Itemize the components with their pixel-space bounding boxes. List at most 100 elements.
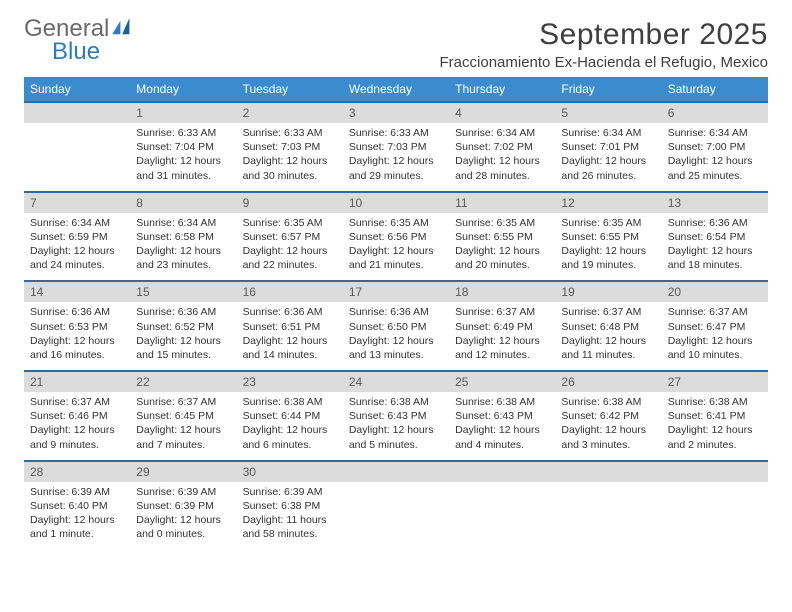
day-cell [662, 482, 768, 550]
daylight-text: Daylight: 12 hours [455, 334, 549, 348]
daylight-text: Daylight: 12 hours [561, 334, 655, 348]
sunset-text: Sunset: 7:01 PM [561, 140, 655, 154]
day-cell: Sunrise: 6:36 AMSunset: 6:53 PMDaylight:… [24, 302, 130, 370]
sunrise-text: Sunrise: 6:35 AM [455, 216, 549, 230]
sunset-text: Sunset: 6:43 PM [349, 409, 443, 423]
sunrise-text: Sunrise: 6:35 AM [243, 216, 337, 230]
daylight-text-2: and 24 minutes. [30, 258, 124, 272]
day-cell: Sunrise: 6:38 AMSunset: 6:41 PMDaylight:… [662, 392, 768, 460]
day-number: 4 [449, 101, 555, 123]
daylight-text: Daylight: 12 hours [136, 334, 230, 348]
daylight-text-2: and 2 minutes. [668, 438, 762, 452]
daylight-text: Daylight: 12 hours [30, 513, 124, 527]
day-cell: Sunrise: 6:35 AMSunset: 6:55 PMDaylight:… [555, 213, 661, 281]
day-header: Thursday [449, 77, 555, 101]
day-cell: Sunrise: 6:36 AMSunset: 6:54 PMDaylight:… [662, 213, 768, 281]
daylight-text-2: and 19 minutes. [561, 258, 655, 272]
sunrise-text: Sunrise: 6:37 AM [561, 305, 655, 319]
day-cell: Sunrise: 6:37 AMSunset: 6:49 PMDaylight:… [449, 302, 555, 370]
day-number: 19 [555, 280, 661, 302]
day-cell: Sunrise: 6:33 AMSunset: 7:04 PMDaylight:… [130, 123, 236, 191]
sunrise-text: Sunrise: 6:37 AM [136, 395, 230, 409]
sunset-text: Sunset: 6:52 PM [136, 320, 230, 334]
sunrise-text: Sunrise: 6:34 AM [455, 126, 549, 140]
daylight-text-2: and 26 minutes. [561, 169, 655, 183]
sunrise-text: Sunrise: 6:36 AM [136, 305, 230, 319]
sunset-text: Sunset: 6:47 PM [668, 320, 762, 334]
day-cell: Sunrise: 6:34 AMSunset: 6:58 PMDaylight:… [130, 213, 236, 281]
daylight-text-2: and 23 minutes. [136, 258, 230, 272]
daylight-text-2: and 10 minutes. [668, 348, 762, 362]
day-number: 10 [343, 191, 449, 213]
daylight-text-2: and 20 minutes. [455, 258, 549, 272]
day-header: Sunday [24, 77, 130, 101]
sunset-text: Sunset: 6:58 PM [136, 230, 230, 244]
sunrise-text: Sunrise: 6:33 AM [136, 126, 230, 140]
day-cell: Sunrise: 6:37 AMSunset: 6:48 PMDaylight:… [555, 302, 661, 370]
day-data-row: Sunrise: 6:37 AMSunset: 6:46 PMDaylight:… [24, 392, 768, 460]
sunset-text: Sunset: 6:56 PM [349, 230, 443, 244]
sunrise-text: Sunrise: 6:34 AM [668, 126, 762, 140]
sunrise-text: Sunrise: 6:38 AM [455, 395, 549, 409]
daylight-text: Daylight: 12 hours [668, 154, 762, 168]
daylight-text: Daylight: 11 hours [243, 513, 337, 527]
daylight-text-2: and 28 minutes. [455, 169, 549, 183]
day-cell: Sunrise: 6:39 AMSunset: 6:38 PMDaylight:… [237, 482, 343, 550]
sunset-text: Sunset: 6:43 PM [455, 409, 549, 423]
day-cell: Sunrise: 6:37 AMSunset: 6:47 PMDaylight:… [662, 302, 768, 370]
day-header: Tuesday [237, 77, 343, 101]
sunset-text: Sunset: 6:57 PM [243, 230, 337, 244]
calendar-grid: Sunday Monday Tuesday Wednesday Thursday… [24, 77, 768, 549]
sunset-text: Sunset: 7:03 PM [243, 140, 337, 154]
sunset-text: Sunset: 6:51 PM [243, 320, 337, 334]
day-cell: Sunrise: 6:36 AMSunset: 6:52 PMDaylight:… [130, 302, 236, 370]
day-number: 2 [237, 101, 343, 123]
day-number-row: 282930 [24, 460, 768, 482]
day-cell: Sunrise: 6:34 AMSunset: 6:59 PMDaylight:… [24, 213, 130, 281]
sunset-text: Sunset: 6:40 PM [30, 499, 124, 513]
day-cell: Sunrise: 6:33 AMSunset: 7:03 PMDaylight:… [237, 123, 343, 191]
day-cell: Sunrise: 6:36 AMSunset: 6:51 PMDaylight:… [237, 302, 343, 370]
daylight-text: Daylight: 12 hours [136, 154, 230, 168]
daylight-text-2: and 58 minutes. [243, 527, 337, 541]
sunset-text: Sunset: 6:45 PM [136, 409, 230, 423]
daylight-text-2: and 6 minutes. [243, 438, 337, 452]
sunset-text: Sunset: 7:04 PM [136, 140, 230, 154]
daylight-text: Daylight: 12 hours [561, 154, 655, 168]
sunset-text: Sunset: 6:39 PM [136, 499, 230, 513]
day-cell: Sunrise: 6:34 AMSunset: 7:00 PMDaylight:… [662, 123, 768, 191]
day-number: 9 [237, 191, 343, 213]
logo-sails-icon [112, 18, 136, 41]
daylight-text: Daylight: 12 hours [243, 244, 337, 258]
sunset-text: Sunset: 6:38 PM [243, 499, 337, 513]
day-cell: Sunrise: 6:35 AMSunset: 6:56 PMDaylight:… [343, 213, 449, 281]
day-cell: Sunrise: 6:38 AMSunset: 6:43 PMDaylight:… [343, 392, 449, 460]
day-number: 1 [130, 101, 236, 123]
daylight-text-2: and 7 minutes. [136, 438, 230, 452]
sunset-text: Sunset: 6:55 PM [455, 230, 549, 244]
day-number: 24 [343, 370, 449, 392]
daylight-text: Daylight: 12 hours [243, 154, 337, 168]
day-data-row: Sunrise: 6:39 AMSunset: 6:40 PMDaylight:… [24, 482, 768, 550]
day-number: 14 [24, 280, 130, 302]
day-number: 15 [130, 280, 236, 302]
sunrise-text: Sunrise: 6:39 AM [136, 485, 230, 499]
sunrise-text: Sunrise: 6:34 AM [136, 216, 230, 230]
day-cell: Sunrise: 6:34 AMSunset: 7:01 PMDaylight:… [555, 123, 661, 191]
sunrise-text: Sunrise: 6:36 AM [668, 216, 762, 230]
sunset-text: Sunset: 6:55 PM [561, 230, 655, 244]
sunrise-text: Sunrise: 6:37 AM [30, 395, 124, 409]
daylight-text: Daylight: 12 hours [455, 244, 549, 258]
day-header: Wednesday [343, 77, 449, 101]
day-number: 11 [449, 191, 555, 213]
sunrise-text: Sunrise: 6:38 AM [668, 395, 762, 409]
daylight-text-2: and 15 minutes. [136, 348, 230, 362]
day-header: Friday [555, 77, 661, 101]
sunset-text: Sunset: 7:03 PM [349, 140, 443, 154]
day-number-row: 21222324252627 [24, 370, 768, 392]
sunset-text: Sunset: 6:44 PM [243, 409, 337, 423]
daylight-text-2: and 1 minute. [30, 527, 124, 541]
day-cell: Sunrise: 6:35 AMSunset: 6:57 PMDaylight:… [237, 213, 343, 281]
day-number: 8 [130, 191, 236, 213]
day-cell: Sunrise: 6:39 AMSunset: 6:40 PMDaylight:… [24, 482, 130, 550]
